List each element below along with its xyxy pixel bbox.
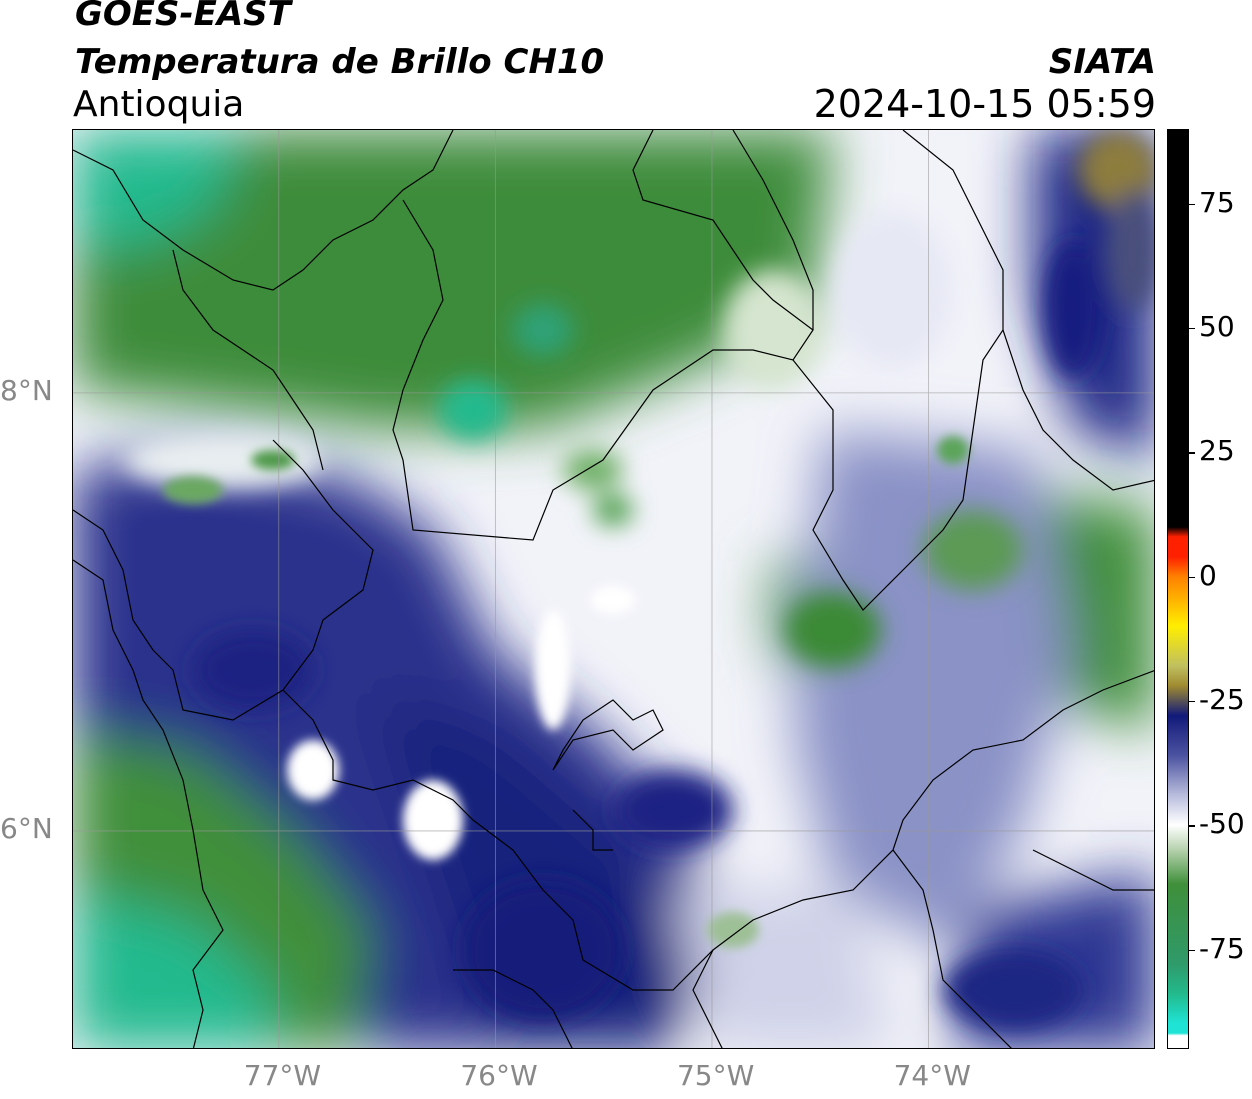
colorbar-tick-label: 50 xyxy=(1199,309,1235,343)
region-label: Antioquia xyxy=(73,84,245,125)
coastline-boundary xyxy=(172,249,324,471)
department-boundary xyxy=(572,809,613,851)
department-boundary xyxy=(453,969,573,1048)
department-boundary xyxy=(282,670,1154,991)
department-boundary xyxy=(1032,849,1154,891)
colorbar-tick xyxy=(1189,825,1195,827)
colorbar-tick-label: -50 xyxy=(1199,807,1245,841)
coastline-boundary xyxy=(73,559,224,1048)
timestamp-label: 2024-10-15 05:59 xyxy=(813,82,1156,126)
colorbar-tick xyxy=(1189,203,1195,206)
title-satellite: GOES-EAST xyxy=(75,0,291,34)
department-boundary xyxy=(392,130,814,541)
x-tick-label: 77°W xyxy=(243,1059,322,1092)
colorbar xyxy=(1167,129,1189,1049)
colorbar-tick xyxy=(1189,700,1195,703)
title-product: Temperatura de Brillo CH10 xyxy=(75,42,605,82)
colorbar-tick xyxy=(1189,576,1195,579)
temperature-field-speckle xyxy=(163,436,969,948)
colorbar-tick-label: 75 xyxy=(1199,185,1235,219)
colorbar-tick xyxy=(1189,327,1195,330)
map-panel xyxy=(72,129,1155,1049)
x-tick-label: 75°W xyxy=(676,1059,755,1092)
organization-label: SIATA xyxy=(1048,42,1156,82)
department-boundary xyxy=(552,699,664,771)
x-tick-label: 74°W xyxy=(893,1059,971,1092)
brightness-temperature-map xyxy=(73,130,1154,1048)
department-boundary xyxy=(792,130,1004,611)
y-tick-label: 8°N xyxy=(0,373,53,407)
department-boundary xyxy=(692,949,723,1048)
colorbar-tick-label: 0 xyxy=(1199,558,1217,592)
gridlines xyxy=(73,130,1154,1048)
coastline-boundary xyxy=(73,130,454,291)
colorbar-tick-label: -75 xyxy=(1199,931,1245,965)
department-boundary xyxy=(1002,329,1154,491)
colorbar-tick xyxy=(1189,949,1195,952)
x-tick-label: 76°W xyxy=(460,1059,538,1092)
temperature-field-detail xyxy=(123,130,1154,1030)
colorbar-tick xyxy=(1189,452,1195,454)
department-boundary xyxy=(73,439,374,721)
department-boundary xyxy=(732,130,814,330)
colorbar-tick-label: -25 xyxy=(1199,682,1245,716)
boundary-lines xyxy=(73,130,1154,1048)
department-boundary xyxy=(892,849,1012,1048)
colorbar-tick-label: 25 xyxy=(1199,434,1235,468)
y-tick-label: 6°N xyxy=(0,811,53,845)
